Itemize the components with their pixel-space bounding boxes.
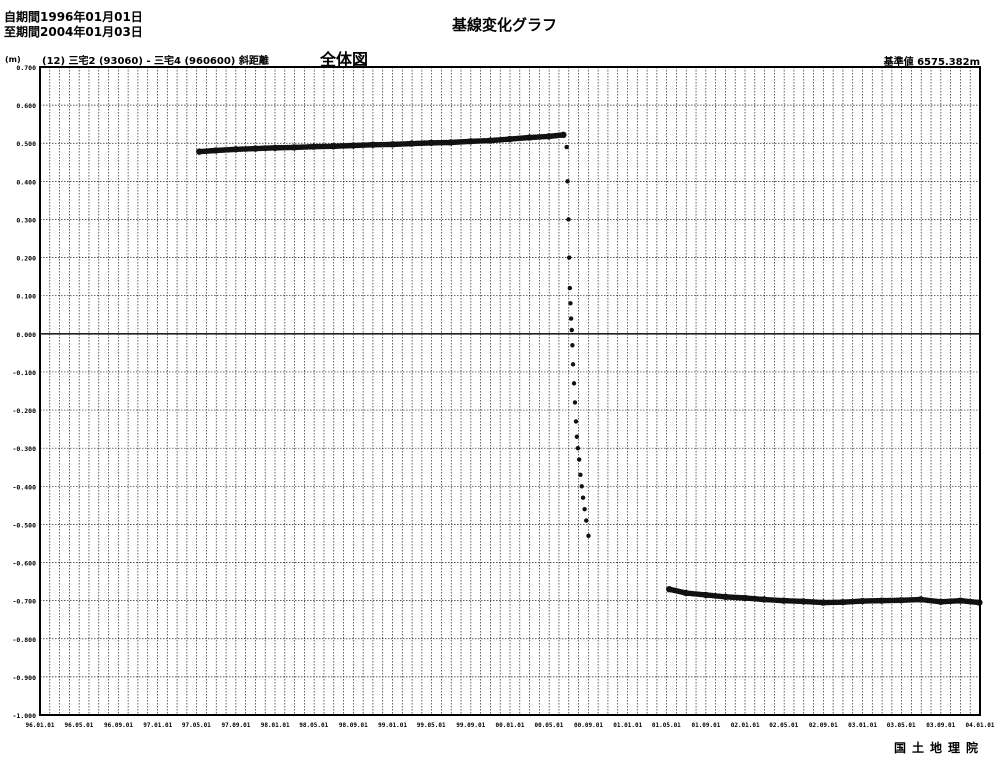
data-point xyxy=(560,131,567,139)
y-tick-label: 0.600 xyxy=(16,102,36,110)
tick-labels: 0.700 0.600 0.500 0.400 0.300 0.200 0.100 0.000… xyxy=(13,64,995,729)
x-tick-label: 03.01.01 xyxy=(848,722,877,729)
y-tick-label: 0.000 xyxy=(16,331,36,339)
y-tick-label: -1.000 xyxy=(13,712,37,720)
y-tick-label: -0.200 xyxy=(13,407,37,415)
data-point xyxy=(568,301,573,306)
x-tick-label: 01.01.01 xyxy=(613,722,642,729)
data-point xyxy=(567,285,573,291)
x-tick-label: 02.01.01 xyxy=(731,722,760,729)
x-tick-label: 98.05.01 xyxy=(299,722,328,729)
data-point xyxy=(570,362,576,367)
x-tick-label: 00.01.01 xyxy=(496,722,525,729)
baseline-label: (12) 三宅2 (93060) - 三宅4 (960600) 斜距離 xyxy=(42,56,269,67)
x-tick-label: 03.09.01 xyxy=(926,722,955,729)
grid-layer xyxy=(40,66,980,716)
data-point xyxy=(573,419,579,424)
reference-length-label: 基準値 6575.382m xyxy=(883,57,980,68)
data-point xyxy=(570,343,575,348)
x-tick-label: 02.09.01 xyxy=(809,722,838,729)
period-end-label: 至期間2004年01月03日 xyxy=(4,25,143,39)
data-point xyxy=(566,255,572,260)
x-tick-label: 96.09.01 xyxy=(104,722,133,729)
data-point xyxy=(575,445,581,451)
chart-title: 基線変化グラフ xyxy=(452,16,558,34)
x-tick-label: 98.09.01 xyxy=(339,722,368,729)
data-point xyxy=(576,457,582,462)
y-tick-label: 0.400 xyxy=(16,178,36,186)
data-point xyxy=(574,434,580,439)
period-start-label: 自期間1996年01月01日 xyxy=(4,10,143,24)
data-point xyxy=(586,533,591,539)
data-point xyxy=(580,495,586,500)
x-tick-label: 97.01.01 xyxy=(143,722,172,729)
data-point xyxy=(572,400,578,405)
data-point xyxy=(565,179,570,184)
x-tick-label: 99.01.01 xyxy=(378,722,407,729)
y-tick-label: -0.500 xyxy=(13,521,37,529)
y-tick-label: 0.700 xyxy=(16,64,36,72)
x-tick-label: 00.09.01 xyxy=(574,722,603,729)
data-point xyxy=(571,381,577,386)
x-tick-label: 97.05.01 xyxy=(182,722,211,729)
x-tick-label: 99.05.01 xyxy=(417,722,446,729)
data-point xyxy=(582,506,587,512)
x-tick-label: 00.05.01 xyxy=(534,722,563,729)
x-tick-label: 98.01.01 xyxy=(261,722,290,729)
data-point xyxy=(568,316,574,321)
x-tick-label: 04.01.01 xyxy=(966,722,995,729)
x-tick-label: 96.05.01 xyxy=(64,722,93,729)
x-tick-label: 97.09.01 xyxy=(221,722,250,729)
x-tick-label: 01.05.01 xyxy=(652,722,681,729)
y-tick-label: 0.100 xyxy=(16,293,36,301)
y-tick-label: -0.400 xyxy=(13,483,37,491)
y-tick-label: -0.600 xyxy=(13,560,37,568)
y-tick-label: -0.800 xyxy=(13,636,37,644)
data-point xyxy=(569,327,574,333)
y-axis-unit: (m) xyxy=(5,55,21,64)
data-point xyxy=(578,472,583,478)
organization-label: 国土地理院 xyxy=(893,741,984,755)
x-tick-label: 01.09.01 xyxy=(691,722,720,729)
data-point xyxy=(566,217,571,222)
x-tick-label: 99.09.01 xyxy=(456,722,485,729)
plot-frame xyxy=(39,66,981,716)
y-tick-label: -0.100 xyxy=(13,369,37,377)
data-point xyxy=(579,484,584,489)
y-tick-label: -0.700 xyxy=(13,598,37,606)
data-points xyxy=(196,131,983,606)
y-tick-label: 0.200 xyxy=(16,255,36,263)
y-tick-label: -0.300 xyxy=(13,445,37,453)
y-tick-label: 0.500 xyxy=(16,140,36,148)
y-tick-label: -0.900 xyxy=(13,674,37,682)
data-point xyxy=(564,144,569,150)
view-label: 全体図 xyxy=(320,50,369,69)
data-point xyxy=(584,518,589,523)
x-tick-label: 96.01.01 xyxy=(26,722,55,729)
x-tick-label: 03.05.01 xyxy=(887,722,916,729)
x-tick-label: 02.05.01 xyxy=(769,722,798,729)
y-tick-label: 0.300 xyxy=(16,216,36,224)
